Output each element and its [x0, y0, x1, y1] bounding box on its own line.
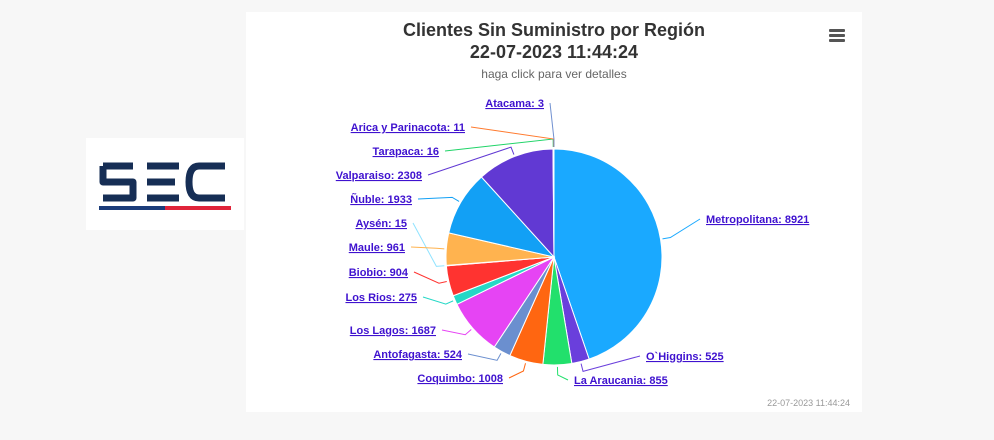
connector-line — [508, 363, 526, 379]
connector-line — [412, 222, 445, 267]
data-label[interactable]: Ñuble: 1933 — [350, 193, 412, 206]
hamburger-icon-bar — [829, 34, 845, 37]
connector-line — [580, 355, 641, 372]
connector-line — [427, 146, 515, 176]
sec-logo-mark — [99, 162, 231, 210]
connector-line — [662, 218, 701, 240]
connector-line — [467, 353, 502, 361]
connector-line — [410, 246, 445, 250]
data-label[interactable]: Maule: 961 — [349, 242, 405, 254]
data-label[interactable]: Arica y Parinacota: 11 — [351, 122, 465, 134]
connector-line — [549, 102, 555, 148]
pie-slice[interactable] — [553, 148, 663, 360]
hamburger-icon-bar — [829, 39, 845, 42]
data-label[interactable]: Los Lagos: 1687 — [350, 325, 436, 337]
connector-line — [422, 296, 454, 305]
connector-line — [413, 271, 447, 284]
sec-logo — [86, 138, 244, 230]
pie-chart: Metropolitana: 8921 O`Higgins: 525 La Arau… — [336, 98, 810, 387]
chart-subtitle: haga click para ver detalles — [481, 67, 627, 81]
chart-menu-button[interactable] — [828, 28, 846, 44]
data-label[interactable]: Antofagasta: 524 — [373, 349, 463, 361]
chart-title-date: 22-07-2023 11:44:24 — [469, 42, 639, 62]
chart-title: Clientes Sin Suministro por Región — [402, 20, 706, 40]
data-label[interactable]: Tarapaca: 16 — [373, 146, 439, 158]
data-label[interactable]: Coquimbo: 1008 — [417, 373, 503, 385]
data-label[interactable]: Atacama: 3 — [485, 98, 544, 110]
connector-line — [441, 329, 472, 336]
connector-line — [556, 366, 569, 381]
chart-footer-timestamp: 22-07-2023 11:44:24 — [767, 398, 850, 408]
hamburger-icon-bar — [829, 29, 845, 32]
data-label[interactable]: La Araucania: 855 — [574, 375, 668, 387]
connector-line — [417, 196, 460, 202]
data-label[interactable]: Biobio: 904 — [349, 267, 409, 279]
data-label[interactable]: Metropolitana: 8921 — [706, 214, 809, 226]
chart-container: Clientes Sin Suministro por Región 22-07… — [246, 12, 862, 412]
data-label[interactable]: Los Rios: 275 — [345, 292, 417, 304]
pie-slice[interactable] — [480, 148, 555, 259]
connector-line — [444, 138, 554, 152]
data-label[interactable]: Aysén: 15 — [355, 218, 407, 230]
data-label[interactable]: O`Higgins: 525 — [646, 351, 724, 363]
data-label[interactable]: Valparaiso: 2308 — [336, 170, 422, 182]
